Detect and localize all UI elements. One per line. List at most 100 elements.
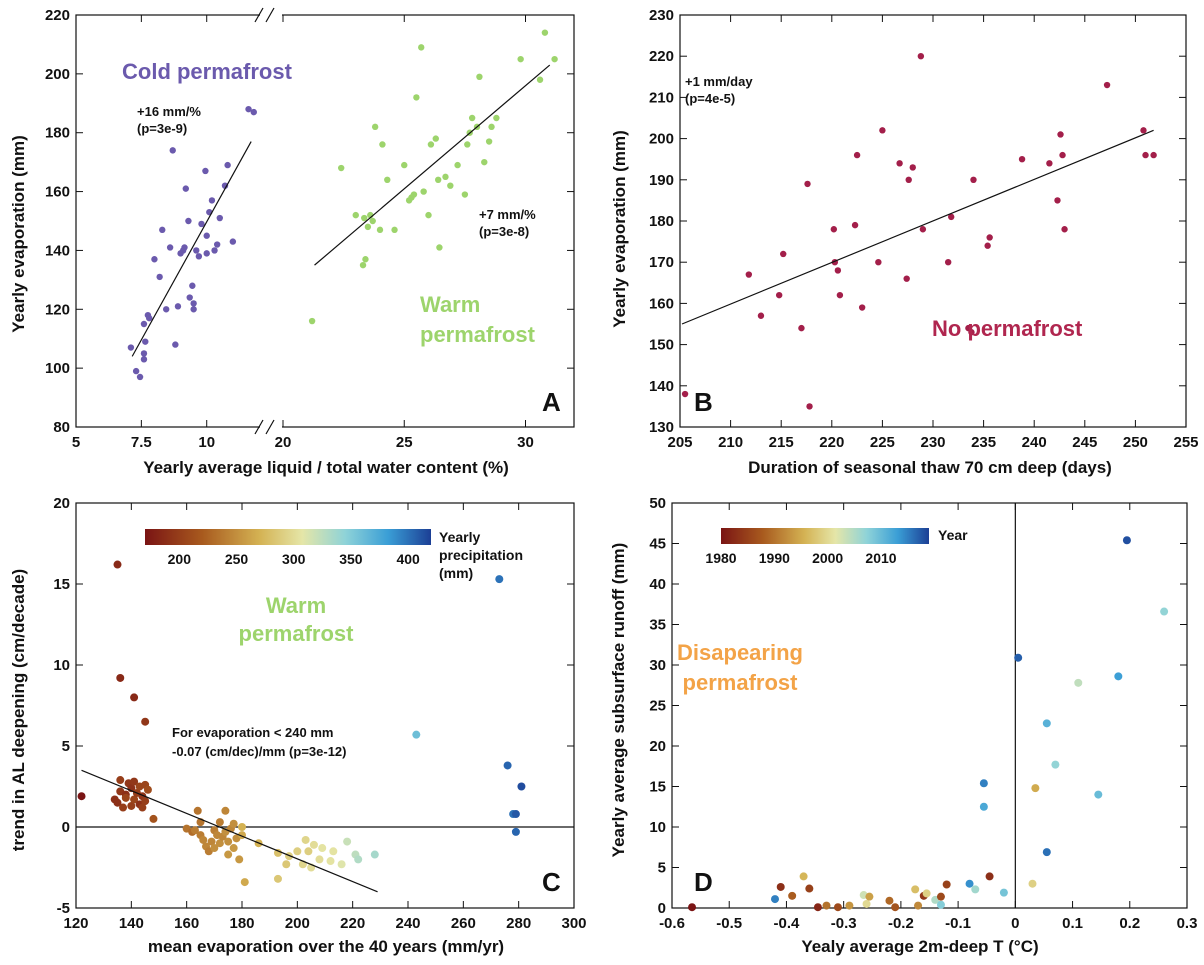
data-point-c <box>77 792 86 801</box>
panel-c-xtick-label: 160 <box>174 915 199 932</box>
panel-a-xtick-label: 20 <box>275 434 292 451</box>
data-point-c <box>229 844 238 853</box>
data-point-d <box>911 885 920 894</box>
panel-b-xtick-label: 220 <box>819 434 844 451</box>
annotation-slope-warm: +7 mm/% <box>479 207 536 222</box>
data-point-c <box>337 860 346 869</box>
panel-b-ytick-label: 140 <box>649 378 674 395</box>
panel-d-ytick-label: 45 <box>649 536 666 553</box>
colorbar-year-tick: 1990 <box>759 550 790 566</box>
data-point-c <box>517 782 526 791</box>
data-point-d <box>833 903 842 912</box>
panel-b-ytick-label: 210 <box>649 89 674 106</box>
panel-b-ytick-label: 230 <box>649 7 674 24</box>
data-point-c <box>113 560 122 569</box>
data-point-b <box>851 221 859 229</box>
data-point-a-s1 <box>369 217 376 225</box>
panel-b-ytick-label: 200 <box>649 131 674 148</box>
trend-line-b <box>681 129 1154 325</box>
data-point-c <box>121 793 130 802</box>
data-point-b <box>806 403 813 410</box>
data-point-a-s0 <box>224 161 231 169</box>
data-point-d <box>1094 790 1103 799</box>
data-point-a-s1 <box>364 223 372 231</box>
data-point-a-s0 <box>203 250 210 257</box>
panel-b-xtick-label: 230 <box>920 434 945 451</box>
data-point-b <box>1018 156 1026 163</box>
data-point-d <box>799 872 808 881</box>
panel-a-ytick-label: 220 <box>45 7 70 24</box>
panel-c-ytick-label: 20 <box>53 495 70 512</box>
data-point-a-s1 <box>391 226 398 234</box>
data-point-b <box>1142 151 1149 159</box>
panel-c-xtick-label: 140 <box>119 915 144 932</box>
x-axis-label-a: Yearly average liquid / total water cont… <box>143 458 509 477</box>
panel-c-xtick-label: 180 <box>229 915 254 932</box>
data-point-b <box>1057 131 1064 138</box>
panel-b-ytick-label: 130 <box>649 419 674 436</box>
panel-b-xtick-label: 250 <box>1123 434 1148 451</box>
panel-d-xtick-label: 0 <box>1011 915 1019 932</box>
data-point-c <box>315 855 324 864</box>
data-point-a-s0 <box>250 108 257 116</box>
data-point-d <box>1160 607 1169 616</box>
data-point-b <box>804 180 811 188</box>
data-point-a-s1 <box>464 141 471 148</box>
x-axis-label-d: Yealy average 2m-deep T (°C) <box>801 937 1038 956</box>
x-axis-label-b: Duration of seasonal thaw 70 cm deep (da… <box>748 458 1112 477</box>
data-point-a-s0 <box>169 147 176 154</box>
data-point-a-s0 <box>195 253 203 260</box>
data-point-a-s0 <box>221 182 229 189</box>
data-point-d <box>688 903 697 912</box>
panel-d-xtick-label: -0.5 <box>716 915 742 932</box>
label-warm: Warm <box>420 292 480 317</box>
panel-a-ytick-label: 140 <box>45 242 70 259</box>
data-point-a-s0 <box>181 244 188 251</box>
colorbar-precipitation-tick: 350 <box>339 551 363 567</box>
data-point-a-s1 <box>376 226 384 234</box>
annotation-slope-cold: +16 mm/% <box>137 104 201 119</box>
data-point-c <box>116 776 125 785</box>
data-point-a-s0 <box>211 247 218 254</box>
data-point-a-s0 <box>229 238 237 245</box>
panel-d-ytick-label: 50 <box>649 495 666 512</box>
data-point-c <box>326 857 335 866</box>
panel-c-xtick-label: 260 <box>451 915 476 932</box>
data-point-b <box>968 329 975 336</box>
data-point-c <box>329 847 338 856</box>
data-point-c <box>119 803 128 812</box>
data-point-d <box>1028 879 1037 888</box>
data-point-c <box>235 855 244 864</box>
data-point-a-s0 <box>216 214 223 222</box>
data-point-a-s1 <box>541 29 549 36</box>
data-point-d <box>965 879 974 888</box>
data-point-d <box>922 889 931 898</box>
data-point-d <box>891 903 900 912</box>
data-point-a-s1 <box>384 176 391 183</box>
data-point-a-s1 <box>481 158 488 166</box>
panel-a-xtick-label: 7.5 <box>131 434 152 451</box>
data-point-a-s1 <box>447 182 454 189</box>
data-point-b <box>1059 151 1066 159</box>
data-point-c <box>149 814 158 823</box>
data-point-b <box>830 226 838 233</box>
panel-a-ytick-label: 180 <box>45 125 70 142</box>
panel-d-xtick-label: -0.4 <box>774 915 801 932</box>
panel-b-ytick-label: 180 <box>649 213 674 230</box>
data-point-a-s1 <box>454 161 461 169</box>
y-axis-label-b: Yearly evaporation (mm) <box>610 130 629 327</box>
data-point-a-s1 <box>551 55 558 63</box>
panel-d-ytick-label: 15 <box>649 779 666 796</box>
data-point-b <box>948 213 955 221</box>
data-point-a-s1 <box>418 44 425 51</box>
data-point-b <box>917 53 925 60</box>
data-point-a-s1 <box>435 176 442 183</box>
data-point-a-s1 <box>517 55 524 63</box>
panel-c-frame <box>75 502 575 909</box>
data-point-c <box>503 761 512 770</box>
panel-b-xtick-label: 240 <box>1022 434 1047 451</box>
panel-c-ytick-label: -5 <box>57 900 70 917</box>
panel-d-ytick-label: 25 <box>649 698 666 715</box>
data-point-c <box>304 847 313 856</box>
